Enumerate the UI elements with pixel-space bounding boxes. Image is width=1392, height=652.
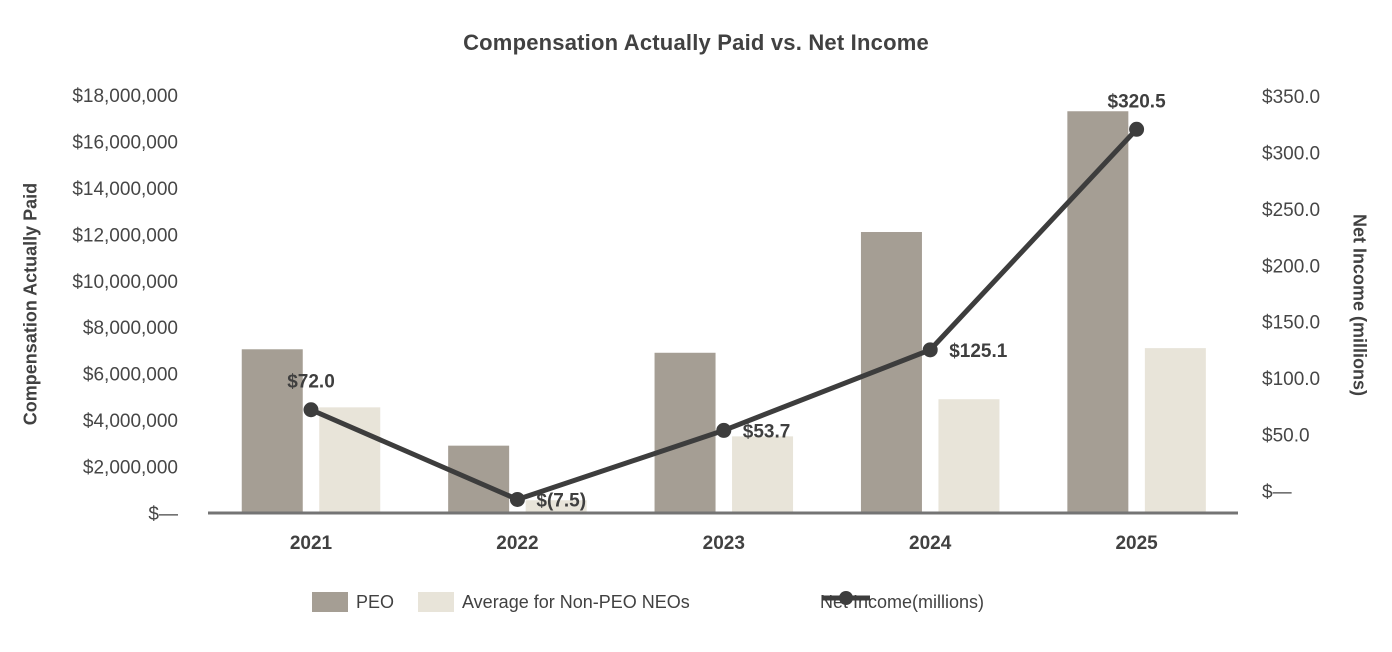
non-peo-bar-2021 [319, 407, 381, 513]
right-axis-tick-label: $250.0 [1262, 200, 1320, 221]
non-peo-bar-2025 [1144, 348, 1206, 513]
net-income-point-2021 [303, 402, 319, 418]
left-axis-tick-label: $— [148, 504, 178, 525]
left-axis-tick-label: $12,000,000 [72, 225, 178, 246]
net-income-point-2025 [1129, 121, 1145, 137]
right-axis-tick-label: $100.0 [1262, 369, 1320, 390]
category-label-2021: 2021 [290, 533, 333, 554]
legend-item-non-peo: Average for Non-PEO NEOs [418, 588, 690, 616]
right-axis-tick-label: $50.0 [1262, 426, 1310, 447]
left-axis-tick-label: $2,000,000 [83, 458, 178, 479]
net-income-line-swatch [822, 591, 870, 605]
left-axis-tick-label: $16,000,000 [72, 132, 178, 153]
left-axis-tick-label: $10,000,000 [72, 272, 178, 293]
net-income-line [310, 127, 1139, 503]
right-axis-tick-label: $150.0 [1262, 313, 1320, 334]
non-peo-bar-2023 [732, 436, 794, 513]
right-axis-tick-label: $300.0 [1262, 143, 1320, 164]
category-label-2024: 2024 [909, 533, 952, 554]
left-axis-tick-label: $6,000,000 [83, 365, 178, 386]
legend-item-net-income: Net Income(millions) [820, 588, 984, 616]
net-income-point-2023 [716, 422, 732, 438]
net-income-label-2021: $72.0 [287, 372, 335, 393]
peo-bar-2025 [1067, 111, 1129, 513]
right-axis-tick-label: $200.0 [1262, 256, 1320, 277]
non-peo-bar-2024 [938, 399, 1000, 513]
peo-bar-2023 [654, 352, 716, 513]
net-income-label-2023: $53.7 [743, 421, 791, 442]
right-axis-tick-label: $350.0 [1262, 87, 1320, 108]
non-peo-swatch [418, 592, 454, 612]
legend-label-peo: PEO [356, 591, 395, 612]
left-axis-tick-label: $8,000,000 [83, 318, 178, 339]
left-axis-tick-label: $18,000,000 [72, 86, 178, 107]
net-income-label-2022: $(7.5) [536, 490, 586, 511]
net-income-label-2025: $320.5 [1108, 91, 1167, 112]
non-peo-bar-2022 [525, 500, 587, 513]
net-income-point-2022 [509, 491, 525, 507]
chart-title: Compensation Actually Paid vs. Net Incom… [463, 30, 929, 55]
category-label-2025: 2025 [1115, 533, 1158, 554]
legend-label-non-peo: Average for Non-PEO NEOs [462, 591, 690, 612]
legend-item-peo: PEO [312, 588, 394, 616]
category-label-2022: 2022 [496, 533, 538, 554]
right-axis-tick-label: $— [1262, 482, 1292, 503]
peo-swatch [312, 592, 348, 612]
net-income-point-2024 [922, 342, 938, 358]
peo-bar-2022 [448, 445, 510, 513]
net-income-label-2024: $125.1 [949, 341, 1008, 362]
category-label-2023: 2023 [703, 533, 745, 554]
left-axis-tick-label: $4,000,000 [83, 411, 178, 432]
left-axis-tick-label: $14,000,000 [72, 179, 178, 200]
legend: PEO Average for Non-PEO NEOs Net Income(… [0, 588, 1392, 616]
peo-bar-2021 [241, 349, 303, 513]
